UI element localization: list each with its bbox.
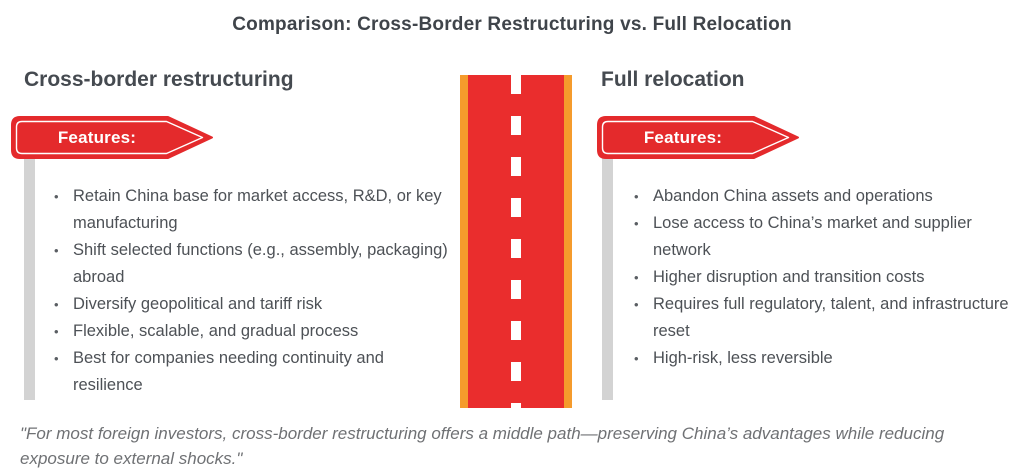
right-column-heading: Full relocation <box>601 68 745 91</box>
arrow-sign-icon <box>597 116 799 159</box>
list-item: • Lose access to China’s market and suppl… <box>632 210 1024 264</box>
bullet-icon: • <box>634 351 639 366</box>
bullet-icon: • <box>54 324 59 339</box>
bullet-icon: • <box>634 270 639 285</box>
right-sign-label: Features: <box>643 127 723 147</box>
bullet-icon: • <box>634 189 639 204</box>
list-item: • Abandon China assets and operations <box>632 183 1024 210</box>
list-item: • Best for companies needing continuity a… <box>52 345 454 399</box>
bullet-icon: • <box>54 351 59 366</box>
list-item: • Flexible, scalable, and gradual process <box>52 318 454 345</box>
left-feature-list: • Retain China base for market access, R&… <box>52 183 454 399</box>
bullet-icon: • <box>634 297 639 312</box>
right-feature-list: • Abandon China assets and operations • Lo… <box>632 183 1024 372</box>
bullet-icon: • <box>634 216 639 231</box>
list-item: • Shift selected functions (e.g., assembl… <box>52 237 454 291</box>
bullet-icon: • <box>54 243 59 258</box>
right-features-sign: Features: <box>596 115 801 160</box>
bullet-icon: • <box>54 189 59 204</box>
list-item: • High-risk, less reversible <box>632 345 1024 372</box>
left-features-sign: Features: <box>10 115 215 160</box>
arrow-sign-icon <box>11 116 213 159</box>
left-sign-label: Features: <box>57 127 137 147</box>
footnote-quote: "For most foreign investors, cross-borde… <box>20 424 945 468</box>
right-signpost-pole <box>602 150 613 400</box>
left-signpost-pole <box>24 150 35 400</box>
left-column-heading: Cross-border restructuring <box>24 68 294 91</box>
road-divider-icon <box>460 75 572 408</box>
list-item: • Higher disruption and transition costs <box>632 264 1024 291</box>
page-title: Comparison: Cross-Border Restructuring v… <box>232 14 792 35</box>
list-item: • Diversify geopolitical and tariff risk <box>52 291 454 318</box>
bullet-icon: • <box>54 297 59 312</box>
road-dashed-line-icon <box>511 75 521 408</box>
list-item: • Retain China base for market access, R&… <box>52 183 454 237</box>
list-item: • Requires full regulatory, talent, and i… <box>632 291 1024 345</box>
